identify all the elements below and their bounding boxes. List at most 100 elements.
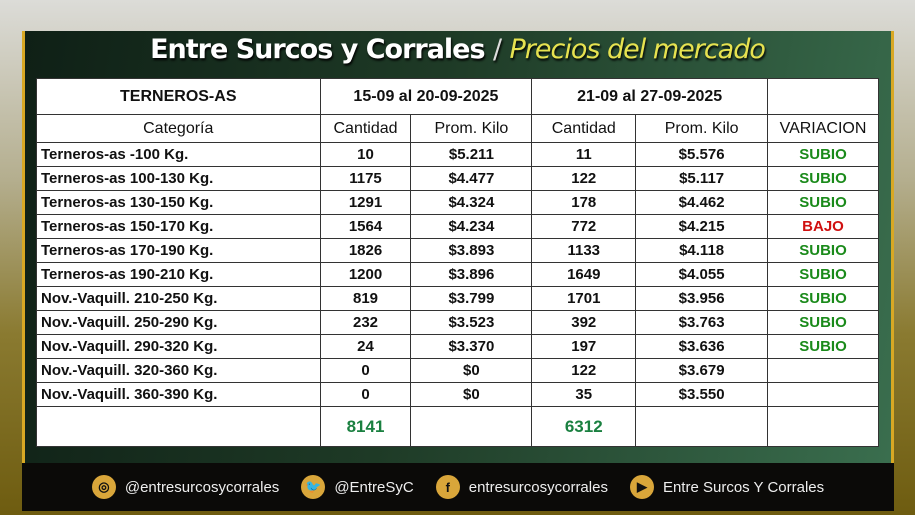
price1-cell: $4.477	[410, 166, 533, 191]
variation-cell: SUBIO	[767, 310, 879, 335]
category-cell: Nov.-Vaquill. 360-390 Kg.	[36, 382, 321, 407]
price1-cell: $3.370	[410, 334, 533, 359]
quantity1-cell: 1175	[319, 166, 412, 191]
empty-cell	[36, 406, 321, 447]
quantity2-cell: 1133	[531, 238, 637, 263]
social-label: @EntreSyC	[334, 478, 414, 496]
price1-cell: $3.896	[410, 262, 533, 287]
quantity1-cell: 819	[319, 286, 412, 311]
category-cell: Nov.-Vaquill. 210-250 Kg.	[36, 286, 321, 311]
period1-header: 15-09 al 20-09-2025	[319, 78, 533, 115]
variation-cell	[767, 358, 879, 383]
quantity2-cell: 1649	[531, 262, 637, 287]
category-cell: Nov.-Vaquill. 320-360 Kg.	[36, 358, 321, 383]
table-row: Nov.-Vaquill. 210-250 Kg. 819 $3.799 1701 $3…	[36, 286, 879, 311]
price1-cell: $3.893	[410, 238, 533, 263]
variation-cell: SUBIO	[767, 286, 879, 311]
price2-cell: $3.636	[635, 334, 769, 359]
quantity2-cell: 392	[531, 310, 637, 335]
col-header: Prom. Kilo	[635, 114, 769, 143]
category-cell: Terneros-as 170-190 Kg.	[36, 238, 321, 263]
total-cell: 6312	[531, 406, 637, 447]
twitter-icon: 🐦	[301, 475, 326, 499]
table-row: Nov.-Vaquill. 320-360 Kg. 0 $0 122 $3.679	[36, 358, 879, 383]
empty-header	[767, 78, 879, 115]
price1-cell: $4.234	[410, 214, 533, 239]
quantity1-cell: 0	[319, 358, 412, 383]
column-header-row: Categoría Cantidad Prom. Kilo Cantidad P…	[36, 114, 879, 143]
price2-cell: $4.462	[635, 190, 769, 215]
quantity2-cell: 122	[531, 166, 637, 191]
quantity1-cell: 0	[319, 382, 412, 407]
price2-cell: $3.763	[635, 310, 769, 335]
total-cell: 8141	[319, 406, 412, 447]
col-header: VARIACION	[767, 114, 879, 143]
quantity2-cell: 178	[531, 190, 637, 215]
youtube-icon: ▶	[629, 475, 654, 499]
social-link[interactable]: f entresurcosycorrales	[435, 475, 608, 499]
price-table: TERNEROS-AS 15-09 al 20-09-2025 21-09 al…	[36, 78, 879, 447]
quantity2-cell: 772	[531, 214, 637, 239]
total-row: 8141 6312	[36, 406, 879, 447]
variation-cell	[767, 382, 879, 407]
price2-cell: $5.117	[635, 166, 769, 191]
price2-cell: $5.576	[635, 142, 769, 167]
category-cell: Nov.-Vaquill. 250-290 Kg.	[36, 310, 321, 335]
quantity1-cell: 232	[319, 310, 412, 335]
price1-cell: $4.324	[410, 190, 533, 215]
price1-cell: $3.799	[410, 286, 533, 311]
price1-cell: $0	[410, 382, 533, 407]
quantity2-cell: 11	[531, 142, 637, 167]
social-label: @entresurcosycorrales	[124, 478, 280, 496]
quantity1-cell: 1200	[319, 262, 412, 287]
variation-cell: SUBIO	[767, 334, 879, 359]
variation-cell: SUBIO	[767, 142, 879, 167]
page-title: Entre Surcos y Corrales / Precios del me…	[0, 34, 915, 65]
quantity1-cell: 24	[319, 334, 412, 359]
empty-cell	[635, 406, 769, 447]
quantity1-cell: 1291	[319, 190, 412, 215]
instagram-icon: ◎	[91, 475, 116, 499]
empty-cell	[410, 406, 533, 447]
social-link[interactable]: ▶ Entre Surcos Y Corrales	[629, 475, 824, 499]
price2-cell: $3.679	[635, 358, 769, 383]
social-label: entresurcosycorrales	[468, 478, 608, 496]
group-header: TERNEROS-AS	[36, 78, 321, 115]
quantity2-cell: 1701	[531, 286, 637, 311]
variation-cell: SUBIO	[767, 238, 879, 263]
category-cell: Terneros-as 190-210 Kg.	[36, 262, 321, 287]
price2-cell: $3.956	[635, 286, 769, 311]
social-footer: ◎ @entresurcosycorrales 🐦 @EntreSyC f entresu…	[22, 463, 894, 511]
quantity1-cell: 10	[319, 142, 412, 167]
price2-cell: $3.550	[635, 382, 769, 407]
social-link[interactable]: ◎ @entresurcosycorrales	[91, 475, 280, 499]
facebook-icon: f	[435, 475, 460, 499]
col-header: Prom. Kilo	[410, 114, 533, 143]
table-row: Terneros-as 170-190 Kg. 1826 $3.893 1133 $4.…	[36, 238, 879, 263]
table-row: Terneros-as 190-210 Kg. 1200 $3.896 1649 $4.…	[36, 262, 879, 287]
price2-cell: $4.215	[635, 214, 769, 239]
table-row: Terneros-as -100 Kg. 10 $5.211 11 $5.576 SUBI…	[36, 142, 879, 167]
category-cell: Nov.-Vaquill. 290-320 Kg.	[36, 334, 321, 359]
table-row: Terneros-as 130-150 Kg. 1291 $4.324 178 $4.4…	[36, 190, 879, 215]
category-cell: Terneros-as 130-150 Kg.	[36, 190, 321, 215]
category-cell: Terneros-as 100-130 Kg.	[36, 166, 321, 191]
brand-title: Entre Surcos y Corrales	[150, 34, 485, 65]
price2-cell: $4.055	[635, 262, 769, 287]
page-subtitle: Precios del mercado	[509, 34, 765, 65]
quantity2-cell: 197	[531, 334, 637, 359]
quantity2-cell: 122	[531, 358, 637, 383]
price1-cell: $0	[410, 358, 533, 383]
price2-cell: $4.118	[635, 238, 769, 263]
col-header: Cantidad	[319, 114, 412, 143]
title-separator: /	[492, 34, 502, 65]
category-cell: Terneros-as 150-170 Kg.	[36, 214, 321, 239]
social-link[interactable]: 🐦 @EntreSyC	[301, 475, 414, 499]
period-header-row: TERNEROS-AS 15-09 al 20-09-2025 21-09 al…	[36, 78, 879, 115]
variation-cell: SUBIO	[767, 190, 879, 215]
col-header: Cantidad	[531, 114, 637, 143]
period2-header: 21-09 al 27-09-2025	[531, 78, 769, 115]
table-row: Terneros-as 100-130 Kg. 1175 $4.477 122 $5.1…	[36, 166, 879, 191]
table-row: Nov.-Vaquill. 290-320 Kg. 24 $3.370 197 $3.6…	[36, 334, 879, 359]
variation-cell: SUBIO	[767, 166, 879, 191]
